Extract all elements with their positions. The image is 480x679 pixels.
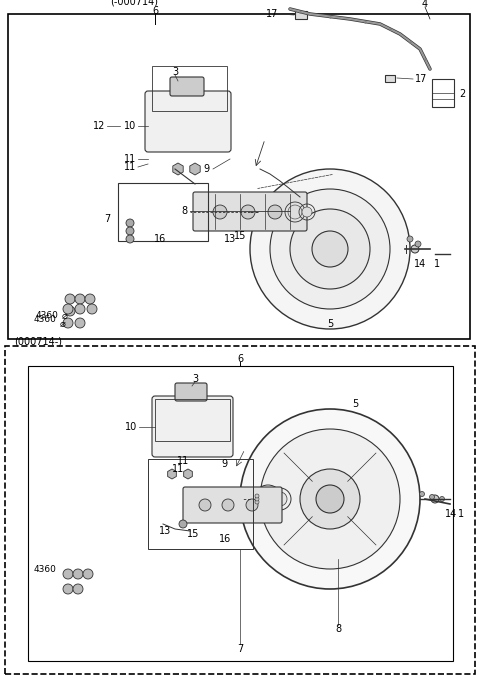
Circle shape <box>273 492 287 506</box>
Text: 6: 6 <box>237 354 243 364</box>
Circle shape <box>255 497 259 501</box>
Circle shape <box>255 500 259 504</box>
Text: 8: 8 <box>335 624 341 634</box>
Circle shape <box>126 235 134 243</box>
Text: 11: 11 <box>124 154 136 164</box>
Circle shape <box>75 294 85 304</box>
Text: 8: 8 <box>182 206 188 216</box>
Circle shape <box>316 485 344 513</box>
Circle shape <box>73 584 83 594</box>
Text: 15: 15 <box>187 529 199 539</box>
Circle shape <box>241 205 255 219</box>
Text: ⌀: ⌀ <box>62 311 68 321</box>
FancyBboxPatch shape <box>5 346 475 674</box>
Text: 16: 16 <box>154 234 166 244</box>
Text: 13: 13 <box>224 234 236 244</box>
Text: 1: 1 <box>434 259 440 269</box>
Circle shape <box>126 227 134 235</box>
FancyBboxPatch shape <box>152 396 233 457</box>
Text: 9: 9 <box>221 459 227 469</box>
Circle shape <box>430 494 434 500</box>
Circle shape <box>288 205 302 219</box>
Text: 14: 14 <box>414 259 426 269</box>
FancyBboxPatch shape <box>295 11 307 19</box>
Circle shape <box>255 494 259 498</box>
Text: 12: 12 <box>93 121 105 131</box>
Text: 4360: 4360 <box>35 312 58 320</box>
Circle shape <box>258 489 278 509</box>
Text: 2: 2 <box>459 89 465 99</box>
FancyBboxPatch shape <box>145 91 231 152</box>
Text: ⌀: ⌀ <box>60 319 66 329</box>
Text: 5: 5 <box>327 319 333 329</box>
Text: 9: 9 <box>204 164 210 174</box>
Text: 6: 6 <box>152 6 158 16</box>
Circle shape <box>75 318 85 328</box>
Text: (000714-): (000714-) <box>14 337 62 347</box>
Circle shape <box>302 207 312 217</box>
Circle shape <box>75 304 85 314</box>
Text: 10: 10 <box>124 121 136 131</box>
Circle shape <box>300 469 360 529</box>
Circle shape <box>63 318 73 328</box>
FancyBboxPatch shape <box>28 366 453 661</box>
Circle shape <box>65 306 75 316</box>
FancyBboxPatch shape <box>170 77 204 96</box>
Circle shape <box>65 294 75 304</box>
Circle shape <box>240 409 420 589</box>
Circle shape <box>246 499 258 511</box>
Text: 15: 15 <box>234 231 246 241</box>
Text: 7: 7 <box>237 644 243 654</box>
Circle shape <box>85 294 95 304</box>
Circle shape <box>83 569 93 579</box>
Circle shape <box>290 209 370 289</box>
Text: 11: 11 <box>172 464 184 474</box>
Circle shape <box>63 304 73 314</box>
Circle shape <box>411 245 419 253</box>
Text: 11: 11 <box>177 456 189 466</box>
Text: (-000714): (-000714) <box>110 0 158 6</box>
Circle shape <box>415 241 421 247</box>
Text: 17: 17 <box>415 74 427 84</box>
Text: 16: 16 <box>219 534 231 544</box>
Text: 1: 1 <box>458 509 464 519</box>
Circle shape <box>199 499 211 511</box>
Circle shape <box>270 189 390 309</box>
Text: 5: 5 <box>352 399 358 409</box>
Circle shape <box>73 569 83 579</box>
Text: 13: 13 <box>159 526 171 536</box>
Text: 10: 10 <box>125 422 137 432</box>
Text: 4360: 4360 <box>33 314 56 323</box>
Circle shape <box>268 205 282 219</box>
FancyBboxPatch shape <box>385 75 395 82</box>
FancyBboxPatch shape <box>193 192 307 231</box>
Circle shape <box>407 236 413 242</box>
FancyBboxPatch shape <box>175 383 207 401</box>
Circle shape <box>222 499 234 511</box>
FancyBboxPatch shape <box>8 14 470 339</box>
Circle shape <box>260 429 400 569</box>
FancyBboxPatch shape <box>432 79 454 107</box>
Circle shape <box>440 496 444 502</box>
Circle shape <box>179 520 187 528</box>
Circle shape <box>312 231 348 267</box>
Text: 14: 14 <box>445 509 457 519</box>
Circle shape <box>431 495 439 503</box>
FancyBboxPatch shape <box>183 487 282 523</box>
Text: 7: 7 <box>104 214 110 224</box>
Circle shape <box>63 584 73 594</box>
Circle shape <box>87 304 97 314</box>
Text: 17: 17 <box>265 9 278 19</box>
Circle shape <box>63 569 73 579</box>
Circle shape <box>213 205 227 219</box>
Text: 3: 3 <box>172 67 178 77</box>
Circle shape <box>126 219 134 227</box>
Circle shape <box>420 492 424 496</box>
Text: 4: 4 <box>422 0 428 9</box>
Circle shape <box>250 169 410 329</box>
Text: 4360: 4360 <box>33 564 56 574</box>
Text: 11: 11 <box>124 162 136 172</box>
Text: 3: 3 <box>192 374 198 384</box>
